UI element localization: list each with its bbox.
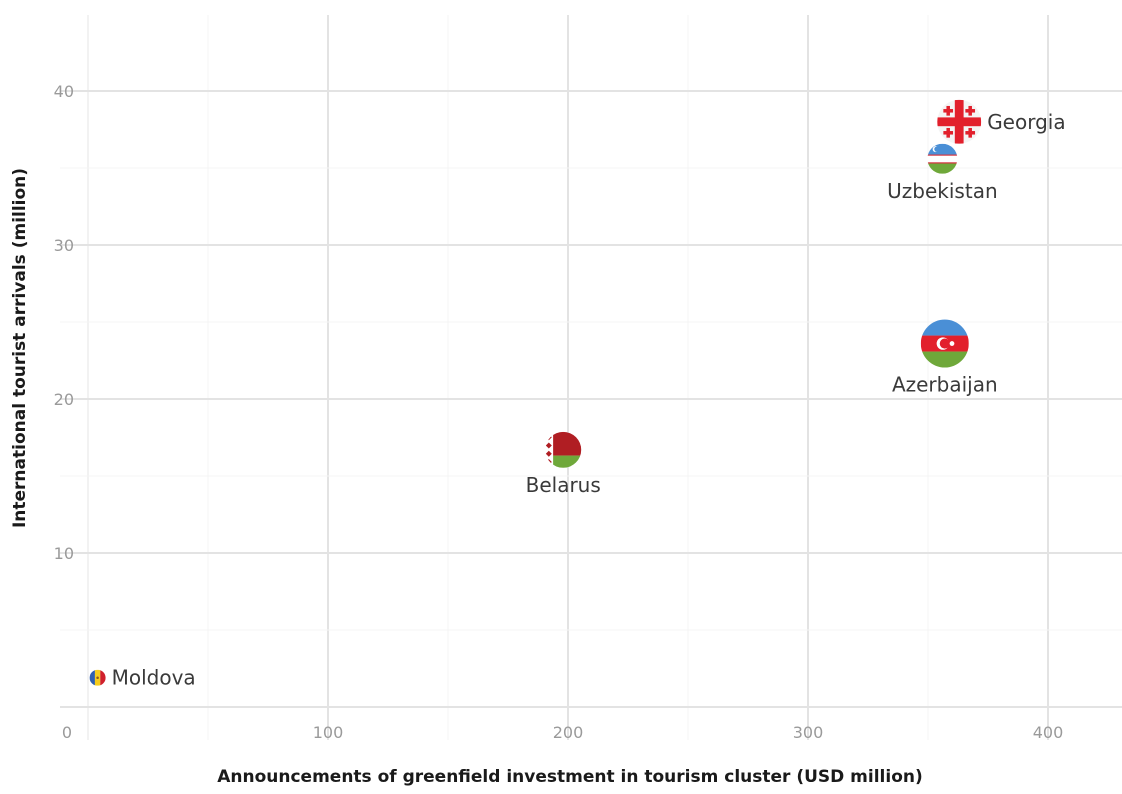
grid-lines — [60, 15, 1122, 740]
flag-azerbaijan-icon — [920, 319, 969, 368]
y-tick-label: 40 — [54, 82, 74, 101]
point-label: Azerbaijan — [892, 373, 998, 397]
flag-belarus-icon — [545, 431, 582, 468]
y-tick-label: 20 — [54, 390, 74, 409]
y-axis-title: International tourist arrivals (million) — [10, 168, 30, 528]
data-point-moldova: Moldova — [89, 666, 196, 690]
y-tick-label: 10 — [54, 544, 74, 563]
x-tick-label: 100 — [313, 723, 344, 742]
data-point-azerbaijan: Azerbaijan — [892, 319, 998, 397]
tick-labels: 0 100 200 300 400 10 20 30 40 — [54, 82, 1064, 742]
x-tick-label: 0 — [62, 723, 72, 742]
point-label: Belarus — [526, 473, 601, 497]
data-points: Georgia Uzbekistan Azerbaijan Belarus Moldov… — [89, 99, 1066, 690]
flag-moldova-icon — [89, 669, 106, 686]
flag-georgia-icon — [937, 99, 982, 144]
point-label: Uzbekistan — [887, 179, 997, 203]
data-point-uzbekistan: Uzbekistan — [887, 143, 998, 203]
x-tick-label: 300 — [793, 723, 824, 742]
data-point-belarus: Belarus — [526, 431, 601, 497]
x-axis-title: Announcements of greenfield investment i… — [217, 767, 923, 787]
point-label: Georgia — [987, 110, 1065, 134]
flag-uzbekistan-icon — [927, 143, 958, 174]
x-tick-label: 400 — [1033, 723, 1064, 742]
point-label: Moldova — [112, 666, 196, 690]
x-tick-label: 200 — [553, 723, 584, 742]
y-tick-label: 30 — [54, 236, 74, 255]
data-point-georgia: Georgia — [937, 99, 1066, 144]
